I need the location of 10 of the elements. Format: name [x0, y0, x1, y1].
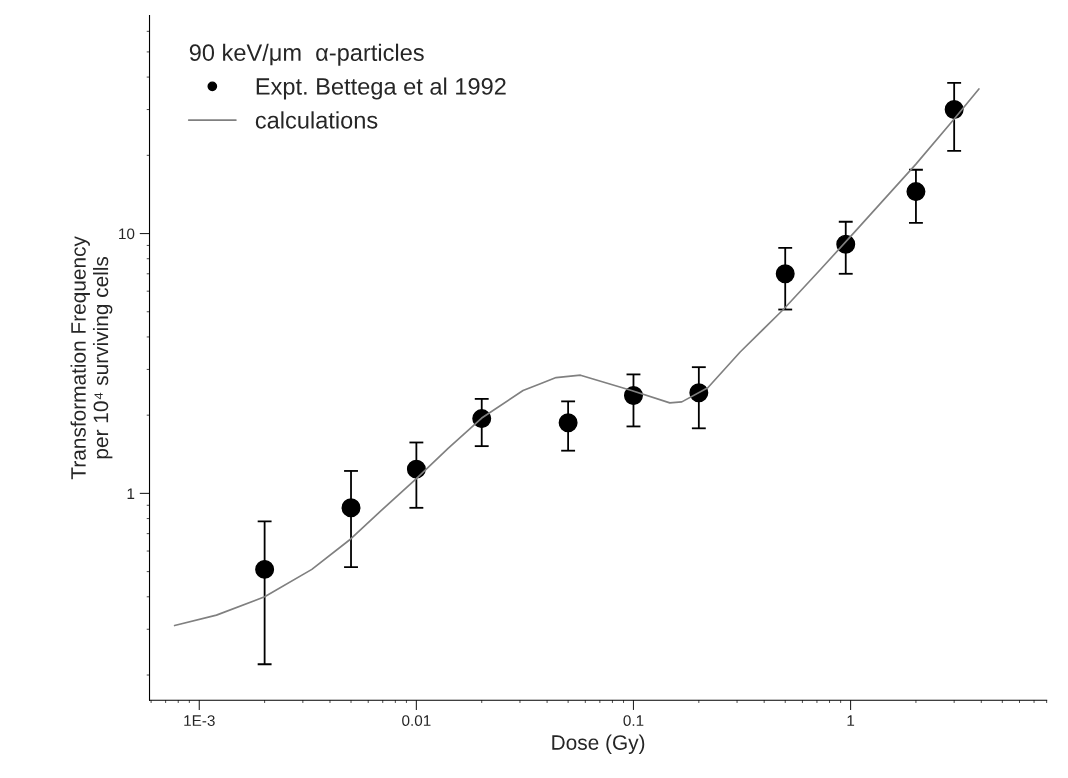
y-axis-title: Transformation Frequency per 10⁴ surviving cells [70, 236, 113, 480]
x-tick-label: 1 [847, 715, 855, 726]
legend-title: 90 keV/μm α-particles [189, 43, 424, 66]
x-tick-label: 1E-3 [184, 715, 215, 727]
x-axis-title: Dose (Gy) [552, 734, 645, 754]
x-tick-label: 0.01 [402, 715, 431, 727]
legend-label: Expt. Bettega et al 1992 [256, 77, 506, 100]
legend-label: calculations [255, 111, 378, 129]
x-tick-label: 0.1 [623, 715, 644, 727]
y-tick-label: 10 [119, 228, 135, 240]
